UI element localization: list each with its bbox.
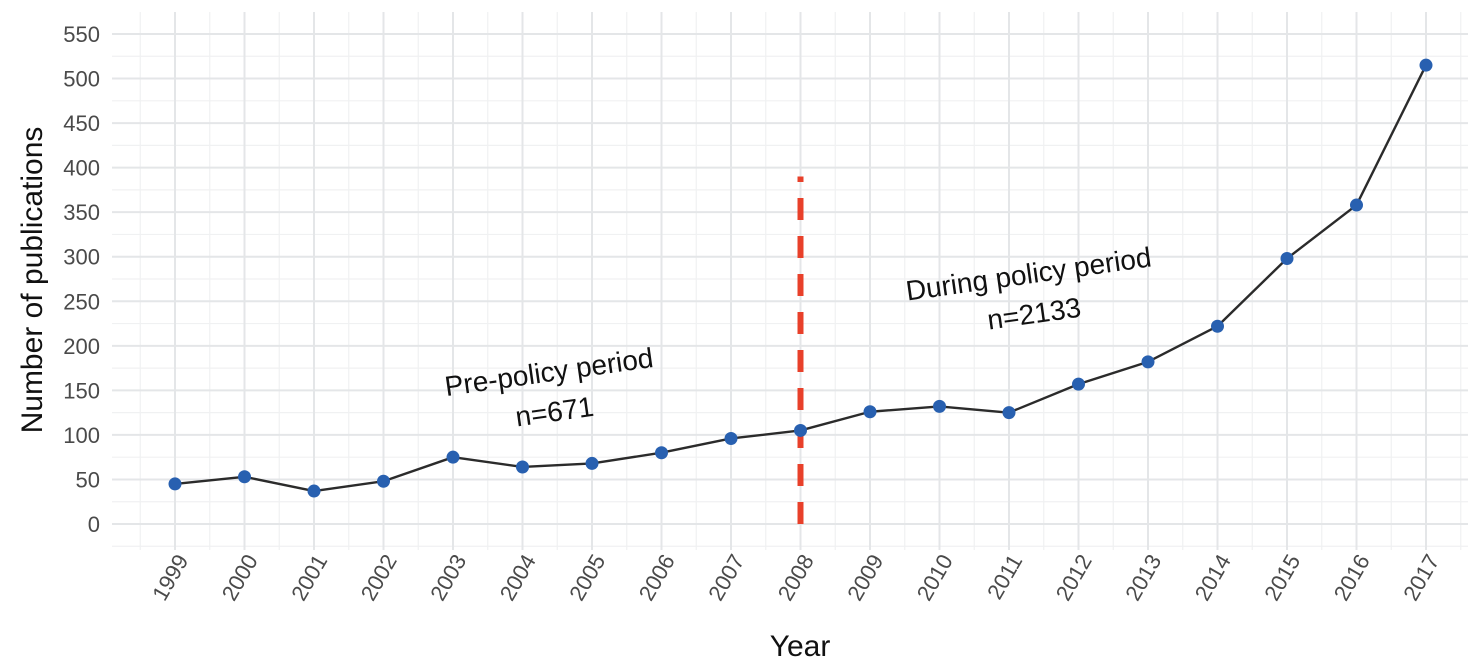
- x-tick-label: 1999: [147, 550, 193, 605]
- x-tick-label: 2005: [564, 550, 610, 605]
- data-point: [168, 477, 182, 491]
- x-tick-label: 2002: [356, 550, 402, 605]
- y-tick-label: 0: [88, 512, 100, 537]
- y-axis-ticks: 0 50 100 150 200 250 300 350 400 450 500 550: [63, 22, 100, 537]
- data-point: [1419, 58, 1433, 72]
- annotation-line: During policy period: [904, 241, 1153, 306]
- data-point: [1350, 198, 1363, 212]
- data-point: [1072, 377, 1085, 391]
- x-tick-label: 2001: [286, 550, 332, 605]
- y-tick-label: 500: [63, 67, 100, 92]
- annotation-line: n=671: [513, 391, 595, 433]
- y-tick-label: 350: [63, 200, 100, 225]
- y-tick-label: 100: [63, 423, 100, 448]
- x-tick-label: 2003: [425, 550, 471, 605]
- data-point: [1211, 319, 1224, 333]
- x-tick-label: 2006: [634, 550, 680, 605]
- y-tick-label: 550: [63, 22, 100, 47]
- x-axis-title: Year: [770, 630, 831, 661]
- x-tick-label: 2000: [217, 550, 263, 605]
- x-tick-label: 2009: [842, 550, 888, 605]
- x-tick-label: 2007: [703, 550, 749, 605]
- x-tick-label: 2013: [1120, 550, 1166, 605]
- data-point: [238, 470, 251, 484]
- x-tick-label: 2012: [1051, 550, 1097, 605]
- y-tick-label: 50: [76, 467, 100, 492]
- x-tick-label: 2016: [1329, 550, 1375, 605]
- y-tick-label: 150: [63, 378, 100, 403]
- data-point: [516, 460, 529, 474]
- data-point: [1141, 355, 1155, 369]
- annotation-line: Pre-policy period: [443, 342, 655, 402]
- data-point: [1280, 252, 1294, 266]
- x-tick-label: 2008: [773, 550, 819, 605]
- x-tick-label: 2014: [1190, 550, 1236, 605]
- data-points: [168, 58, 1433, 498]
- x-tick-label: 2015: [1259, 550, 1305, 605]
- annotation-line: n=2133: [985, 292, 1083, 336]
- y-tick-label: 400: [63, 156, 100, 181]
- data-point: [724, 431, 738, 445]
- x-tick-label: 2010: [912, 550, 958, 605]
- y-tick-label: 300: [63, 245, 100, 270]
- y-tick-label: 250: [63, 289, 100, 314]
- x-tick-label: 2011: [982, 550, 1027, 603]
- x-tick-label: 2004: [495, 550, 541, 605]
- data-point: [585, 456, 599, 470]
- data-point: [377, 474, 390, 488]
- data-point: [863, 405, 877, 419]
- data-point: [794, 423, 807, 437]
- data-point: [655, 446, 668, 460]
- y-tick-label: 200: [63, 334, 100, 359]
- data-point: [446, 450, 460, 464]
- x-tick-label: 2017: [1398, 550, 1444, 605]
- y-tick-label: 450: [63, 111, 100, 136]
- data-point: [307, 484, 321, 498]
- data-point: [1002, 406, 1016, 420]
- y-axis-title: Number of publications: [16, 127, 49, 434]
- x-axis-ticks: 1999 2000 2001 2002 2003 2004 2005 2006 2007 2008…: [147, 550, 1444, 605]
- data-point: [933, 399, 946, 413]
